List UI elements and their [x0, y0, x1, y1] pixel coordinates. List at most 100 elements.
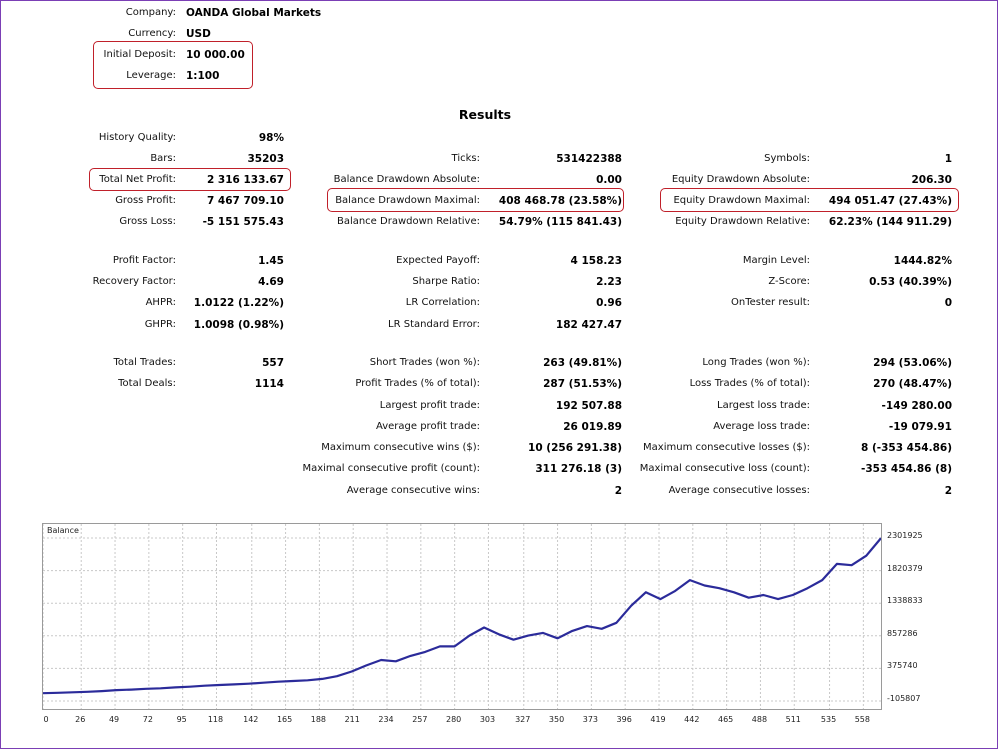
x-tick-label: 118: [207, 715, 224, 724]
col1-value: 1114: [254, 378, 284, 390]
col1-value: 4.69: [258, 276, 284, 288]
col1-label: Bars:: [150, 153, 176, 164]
y-tick-label: 2301925: [887, 531, 923, 540]
col2-value: 4 158.23: [570, 255, 622, 267]
x-tick-label: 350: [548, 715, 565, 724]
col3-value: 270 (48.47%): [873, 378, 952, 390]
col2-value: 0.00: [596, 174, 622, 186]
col1-value: 1.0122 (1.22%): [193, 297, 284, 309]
col2-label: Maximal consecutive profit (count):: [302, 463, 480, 474]
leverage-value: 1:100: [186, 70, 220, 82]
x-tick-label: 303: [479, 715, 496, 724]
col1-value: 35203: [247, 153, 284, 165]
balance-drawdown-highlight: [327, 188, 624, 212]
col1-value: 2 316 133.67: [206, 174, 284, 186]
col2-value: 182 427.47: [555, 319, 622, 331]
col2-value: 192 507.88: [555, 400, 622, 412]
leverage-label: Leverage:: [126, 70, 176, 81]
y-tick-label: -105807: [887, 694, 921, 703]
col3-value: 8 (-353 454.86): [860, 442, 952, 454]
col3-value: 294 (53.06%): [873, 357, 952, 369]
x-tick-label: 327: [515, 715, 531, 724]
col1-label: GHPR:: [144, 319, 176, 330]
col1-label: Total Deals:: [118, 378, 176, 389]
col3-value: 0.53 (40.39%): [869, 276, 952, 288]
col2-value: 2: [614, 485, 622, 497]
col3-label: Maximal consecutive loss (count):: [639, 463, 810, 474]
col3-label: Z-Score:: [768, 276, 810, 287]
y-tick-label: 1338833: [887, 596, 923, 606]
col2-label: Balance Drawdown Absolute:: [333, 174, 480, 185]
col3-label: Average consecutive losses:: [668, 485, 810, 496]
deposit-label: Initial Deposit:: [103, 49, 176, 60]
x-tick-label: 234: [378, 715, 394, 724]
col1-value: 1.0098 (0.98%): [193, 319, 284, 331]
x-tick-label: 72: [142, 715, 153, 724]
equity-drawdown-highlight: [660, 188, 959, 212]
col2-value: 10 (256 291.38): [528, 442, 622, 454]
y-tick-label: 1820379: [887, 563, 923, 573]
col3-label: Equity Drawdown Maximal:: [673, 195, 810, 206]
y-tick-label: 857286: [887, 628, 918, 638]
col1-label: Profit Factor:: [112, 255, 176, 266]
company-value: OANDA Global Markets: [186, 7, 322, 19]
col3-value: 494 051.47 (27.43%): [828, 195, 952, 207]
col3-value: -353 454.86 (8): [860, 463, 952, 475]
x-tick-label: 49: [108, 715, 120, 724]
col3-value: 0: [944, 297, 952, 309]
x-tick-label: 373: [582, 715, 599, 724]
x-tick-label: 257: [412, 715, 428, 724]
balance-chart: Balance: [42, 523, 882, 710]
col2-label: Profit Trades (% of total):: [355, 378, 480, 389]
x-tick-label: 465: [717, 715, 734, 724]
col3-label: Symbols:: [764, 153, 810, 164]
col3-label: Average loss trade:: [713, 421, 810, 432]
col2-label: Average consecutive wins:: [346, 485, 480, 496]
net-profit-highlight: [89, 168, 291, 191]
col1-label: AHPR:: [145, 297, 176, 308]
col2-value: 531422388: [556, 153, 622, 165]
x-tick-label: 488: [751, 715, 768, 724]
col3-value: 1: [944, 153, 952, 165]
results-title: Results: [458, 107, 512, 122]
col2-label: Average profit trade:: [375, 421, 480, 432]
col3-label: Largest loss trade:: [717, 400, 810, 411]
col1-label: Recovery Factor:: [92, 276, 176, 287]
col1-value: 7 467 709.10: [206, 195, 284, 207]
col1-label: Total Trades:: [113, 357, 177, 368]
col2-value: 263 (49.81%): [543, 357, 622, 369]
col3-value: 1444.82%: [893, 255, 952, 267]
col3-value: 2: [944, 485, 952, 497]
col3-label: Equity Drawdown Absolute:: [671, 174, 810, 185]
col2-value: 0.96: [596, 297, 622, 309]
col2-label: Expected Payoff:: [396, 255, 480, 266]
balance-series-line: [43, 537, 881, 695]
col2-label: Largest profit trade:: [379, 400, 480, 411]
col2-value: 54.79% (115 841.43): [498, 216, 622, 228]
x-tick-label: 535: [820, 715, 837, 724]
x-tick-label: 188: [310, 715, 327, 724]
col2-label: Maximum consecutive wins ($):: [321, 442, 480, 453]
col3-value: -19 079.91: [888, 421, 952, 433]
col2-label: Short Trades (won %):: [369, 357, 480, 368]
col2-value: 311 276.18 (3): [535, 463, 622, 475]
x-tick-label: 26: [75, 715, 86, 724]
currency-label: Currency:: [128, 28, 176, 39]
col3-label: Long Trades (won %):: [702, 357, 810, 368]
col3-label: Loss Trades (% of total):: [689, 378, 810, 389]
col1-value: 98%: [258, 132, 284, 144]
col3-value: 62.23% (144 911.29): [828, 216, 952, 228]
chart-title: Balance: [47, 526, 79, 535]
currency-value: USD: [186, 28, 211, 40]
col1-value: 557: [262, 357, 284, 369]
x-tick-label: 419: [650, 715, 666, 724]
x-tick-label: 280: [446, 715, 462, 724]
col2-label: Balance Drawdown Maximal:: [335, 195, 480, 206]
x-tick-label: 442: [684, 715, 700, 724]
col3-value: 206.30: [911, 174, 952, 186]
col3-value: -149 280.00: [881, 400, 952, 412]
col2-label: Balance Drawdown Relative:: [336, 216, 480, 227]
x-tick-label: 511: [785, 715, 801, 724]
col1-label: Gross Profit:: [115, 195, 176, 206]
